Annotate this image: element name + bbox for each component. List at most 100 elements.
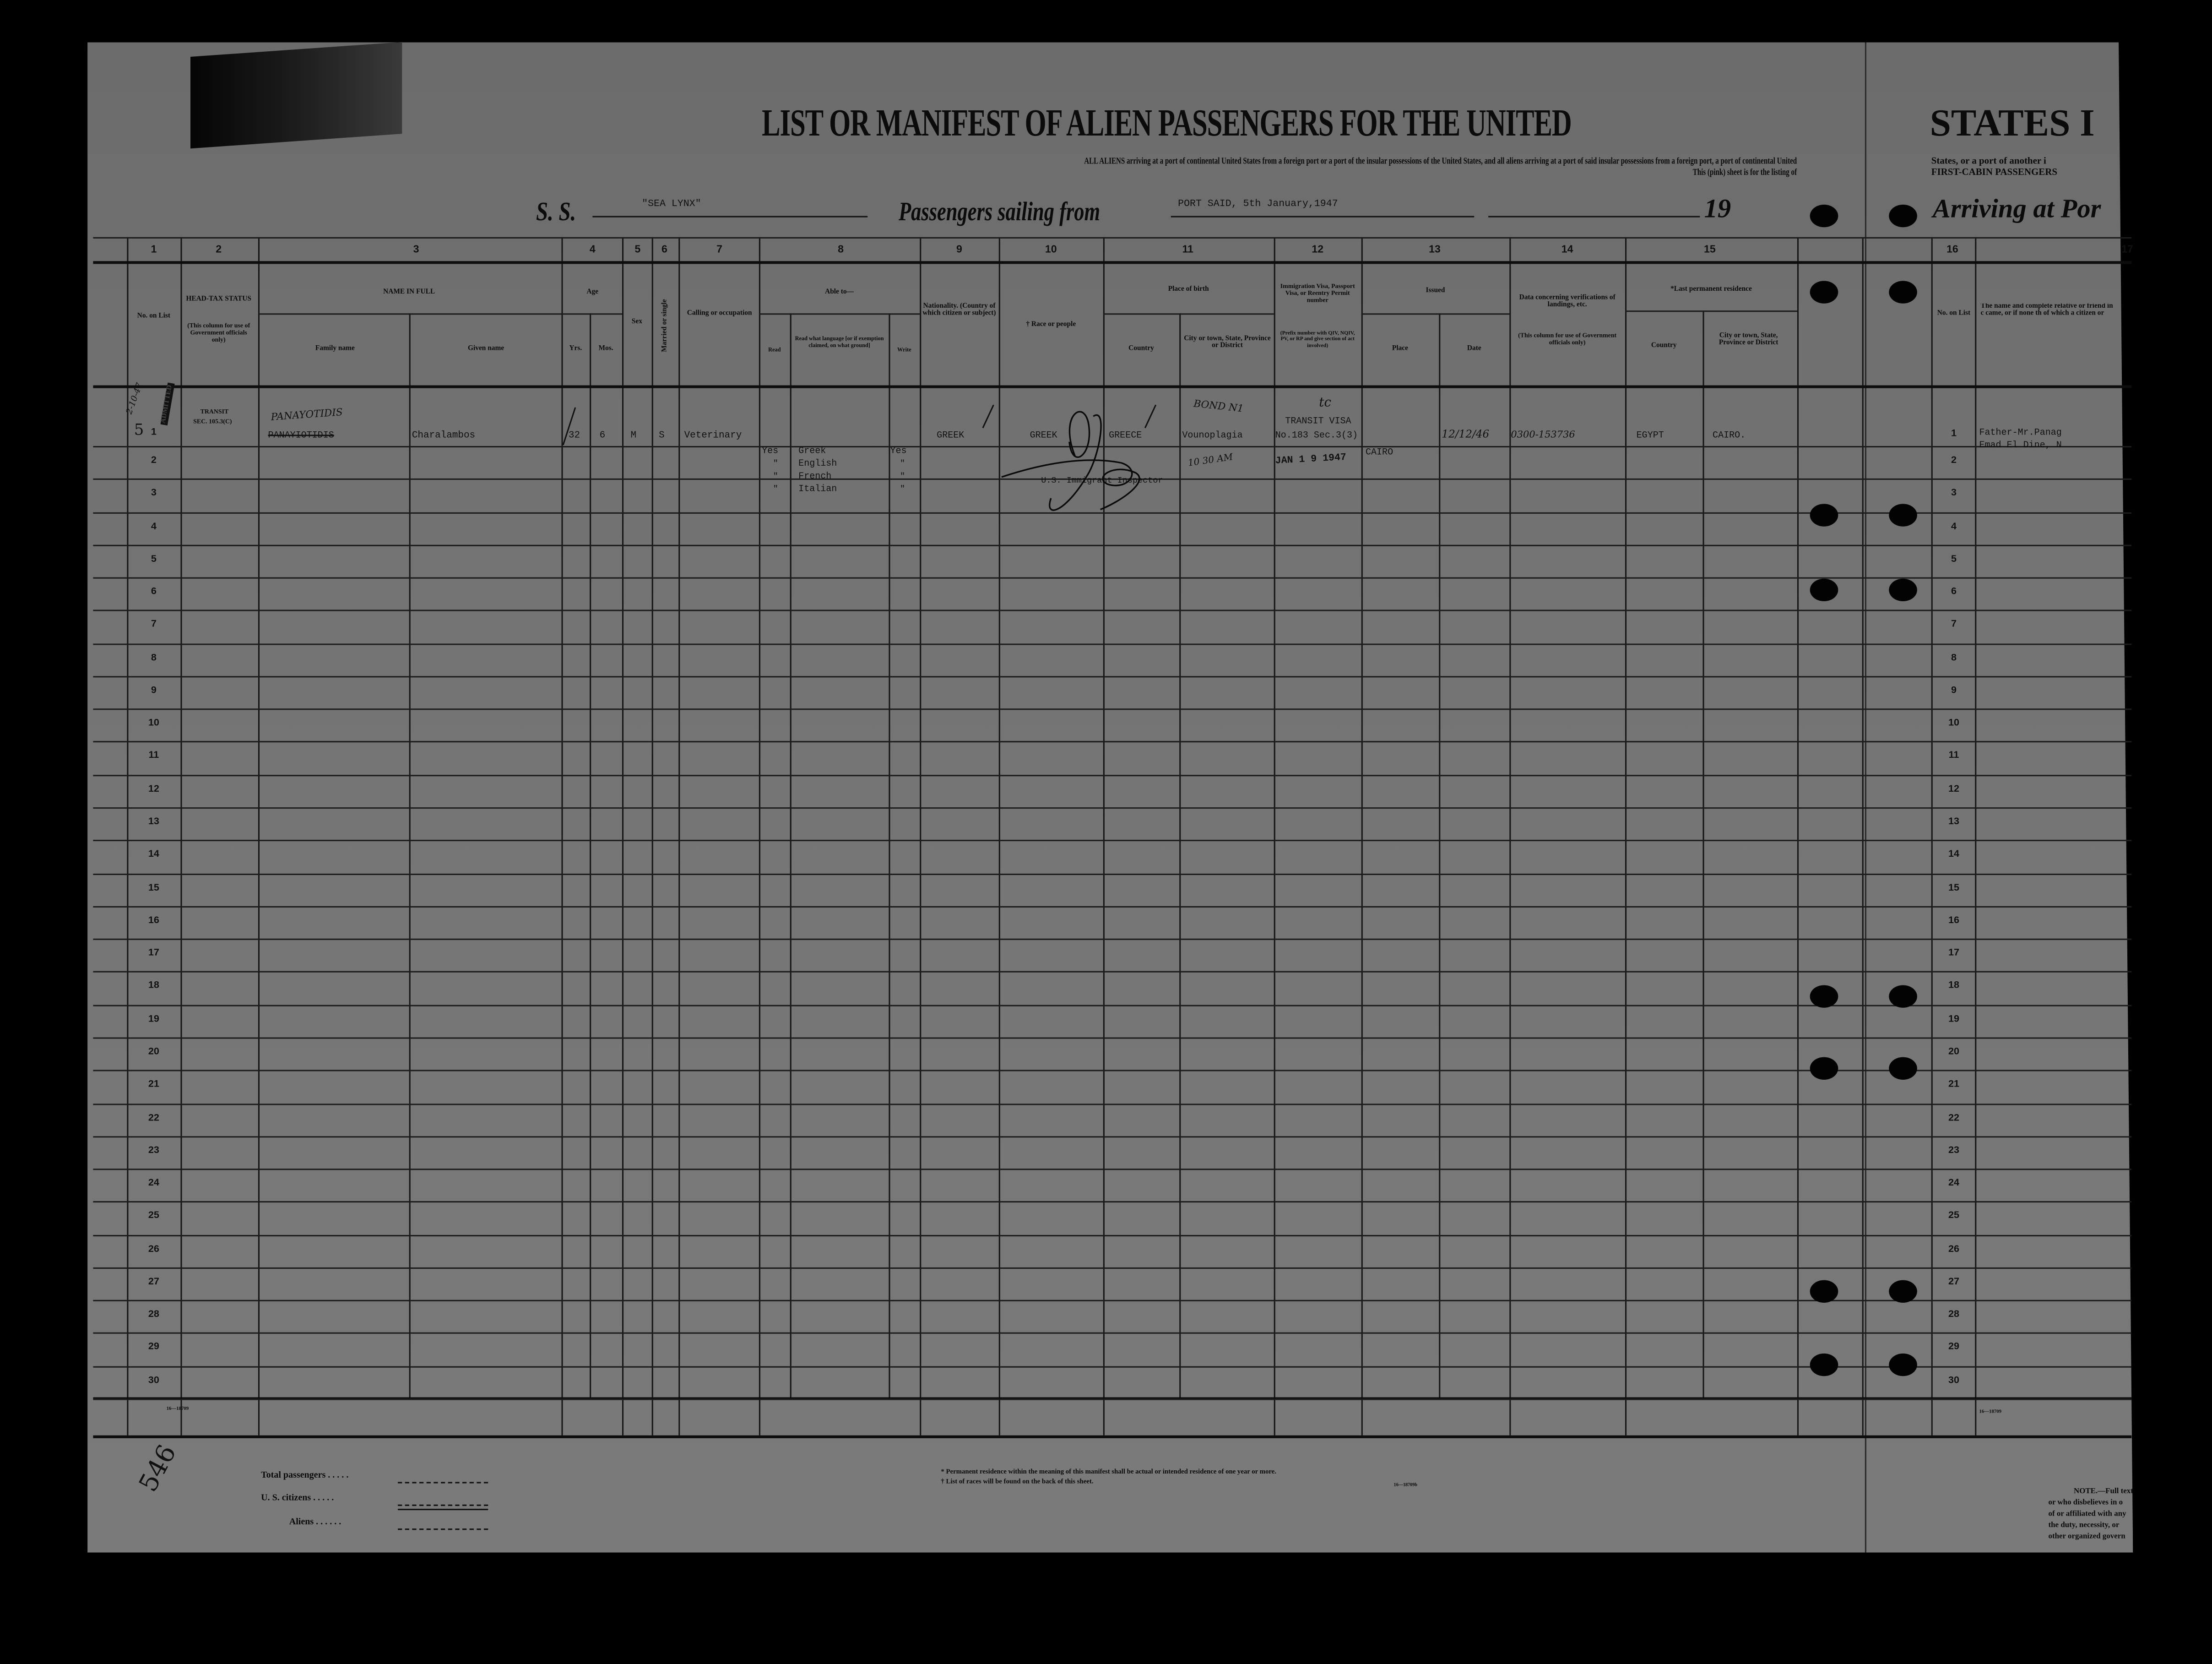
language-2: English <box>798 458 837 469</box>
column-number-3: 3 <box>413 243 419 256</box>
row-number-right: 15 <box>1948 883 1960 893</box>
header-read-language: Read what language [or if exemption clai… <box>795 334 884 348</box>
column-number-11: 11 <box>1182 243 1193 256</box>
row-number-left: 6 <box>151 587 157 598</box>
column-divider <box>920 237 921 1436</box>
ship-name: "SEA LYNX" <box>642 199 701 211</box>
column-divider <box>1625 237 1626 1436</box>
row-number-right: 4 <box>1951 522 1957 532</box>
row-rule <box>93 774 2132 776</box>
note-line-5: other organized govern <box>2048 1533 2125 1541</box>
row-number-left: 16 <box>148 915 159 926</box>
column-number-10: 10 <box>1045 243 1057 256</box>
group-rule <box>561 313 622 315</box>
row-number-right: 25 <box>1948 1211 1960 1222</box>
row-number-left: 1 <box>151 427 157 438</box>
able-to-write: Yes <box>890 446 907 456</box>
row-number-left: 5 <box>151 554 157 565</box>
marital-status: S <box>659 430 665 442</box>
row-number-right: 21 <box>1948 1080 1960 1090</box>
header-residence-city: City or town, State, Province or Distric… <box>1719 333 1778 348</box>
header-residence-country: Country <box>1651 343 1677 350</box>
title-right: STATES I <box>1930 101 2095 144</box>
punch-hole <box>1889 985 1917 1008</box>
right-subtitle-line2: FIRST-CABIN PASSENGERS <box>1931 168 2057 178</box>
note-line-1: NOTE.—Full text o <box>2073 1487 2139 1496</box>
row-rule <box>93 1136 2132 1137</box>
ditto-read: " " " <box>773 458 778 494</box>
header-age: Age <box>586 289 599 297</box>
row-number-left: 13 <box>148 817 159 827</box>
row-number-right: 5 <box>1951 554 1957 565</box>
row-number-right: 19 <box>1948 1014 1960 1024</box>
inspector-signature <box>1001 411 1140 511</box>
row-number-left: 21 <box>148 1080 159 1090</box>
residence-city: CAIRO. <box>1713 430 1746 440</box>
column-divider <box>180 237 182 1436</box>
subcolumn-divider <box>409 313 411 1399</box>
subcolumn-divider <box>1179 313 1181 1399</box>
row-rule <box>93 873 2132 875</box>
us-citizens-line <box>398 1504 488 1510</box>
right-subtitle-line1: States, or a port of another i <box>1931 157 2046 167</box>
inspector-title: U.S. Immigrant Inspector <box>1041 475 1163 486</box>
subcolumn-divider <box>590 313 591 1399</box>
ship-underline <box>592 216 868 218</box>
header-married-single: Married or single <box>662 299 669 352</box>
row-rule <box>93 939 2132 940</box>
race: GREEK <box>1030 430 1057 440</box>
row-number-right: 12 <box>1948 784 1960 794</box>
header-occupation: Calling or occupation <box>687 310 752 318</box>
punch-hole <box>1810 1353 1838 1376</box>
language-3: French <box>798 471 832 482</box>
column-number-13: 13 <box>1429 243 1441 256</box>
row-rule <box>93 1037 2132 1039</box>
header-name-in-full: NAME IN FULL <box>383 289 435 297</box>
row-number-left: 25 <box>148 1211 159 1222</box>
date-underline <box>1488 216 1700 218</box>
row-number-right: 9 <box>1951 685 1957 696</box>
header-verification: Data concerning verifications of landing… <box>1519 295 1616 310</box>
column-number-9: 9 <box>956 243 962 256</box>
column-divider <box>1931 237 1933 1436</box>
column-number-12: 12 <box>1312 243 1324 256</box>
table-end-rule <box>93 1397 2132 1399</box>
relative-line1: Father-Mr.Panag <box>1979 427 2062 438</box>
footnote-form-number: 16—18709b <box>1393 1482 1417 1488</box>
header-given-name: Given name <box>467 346 504 353</box>
sex: M <box>630 430 637 442</box>
visa-type: TRANSIT VISA <box>1285 416 1351 426</box>
row-number-right: 17 <box>1948 948 1960 959</box>
footnote-residence: * Permanent residence within the meaning… <box>941 1469 1276 1477</box>
header-write: Write <box>897 346 911 353</box>
sailing-label: Passengers sailing from <box>898 197 1101 228</box>
list-number-handwritten: 5 <box>134 420 144 439</box>
row-number-left: 17 <box>148 948 159 959</box>
column-number-4: 4 <box>589 243 596 256</box>
column-number-14: 14 <box>1561 243 1573 256</box>
head-tax-status: TRANSIT <box>200 408 229 415</box>
row-number-right: 2 <box>1951 456 1957 466</box>
sailing-underline <box>1171 216 1475 218</box>
year-prefix: 19 <box>1704 195 1731 225</box>
punch-hole <box>1810 578 1838 602</box>
punch-hole <box>1889 1280 1917 1303</box>
row-rule <box>93 741 2132 743</box>
row-number-right: 23 <box>1948 1146 1960 1156</box>
header-no-on-list-right: No. on List <box>1937 310 1971 318</box>
row-number-left: 27 <box>148 1277 159 1287</box>
subtitle-line2: This (pink) sheet is for the listing of <box>1693 168 1797 178</box>
row-number-left: 9 <box>151 685 157 696</box>
column-number-16: 16 <box>1946 243 1958 256</box>
header-visa-note: (Prefix number with QIV, NQIV, PV, or RP… <box>1280 330 1355 348</box>
group-rule <box>258 313 562 315</box>
group-rule <box>759 313 920 315</box>
row-rule <box>93 1398 2132 1400</box>
total-passengers: Total passengers . . . . . <box>261 1470 349 1481</box>
punch-hole <box>1889 281 1917 304</box>
row-number-right: 6 <box>1951 587 1957 598</box>
column-divider <box>561 237 563 1436</box>
row-rule <box>93 1333 2132 1334</box>
subcolumn-divider <box>1702 310 1704 1399</box>
group-rule <box>1361 313 1510 315</box>
